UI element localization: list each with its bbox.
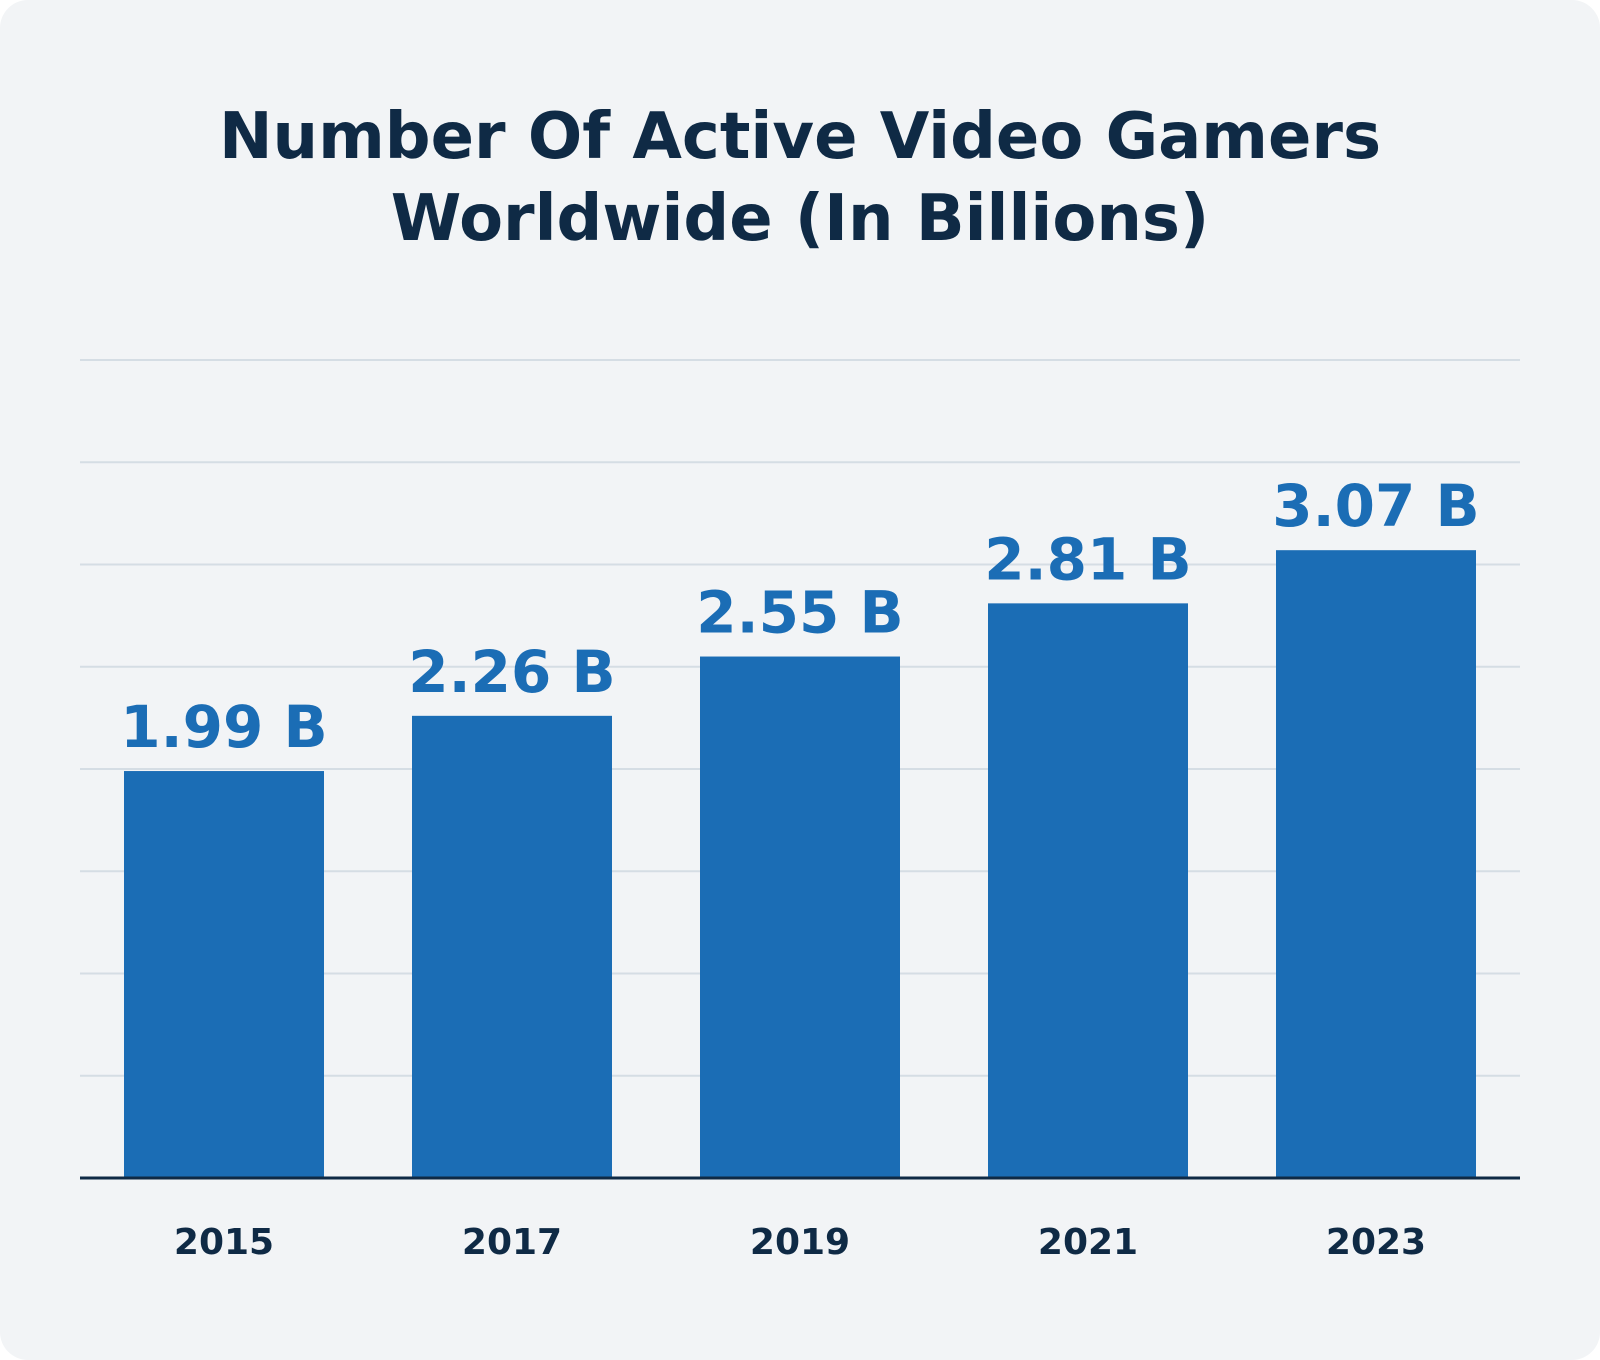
chart-title-line-1: Number Of Active Video Gamers	[218, 100, 1382, 174]
bar-2021	[988, 603, 1188, 1178]
bar-value-labels: 1.99 B 2.26 B 2.55 B 2.81 B 3.07 B	[120, 472, 1480, 761]
chart-title: Number Of Active Video Gamers Worldwide …	[0, 96, 1600, 260]
x-tick-labels: 2015 2017 2019 2021 2023	[174, 1222, 1426, 1263]
x-tick-label-2015: 2015	[174, 1222, 274, 1263]
bar-value-label-2023: 3.07 B	[1272, 472, 1480, 540]
x-tick-label-2021: 2021	[1038, 1222, 1138, 1263]
bar-value-label-2015: 1.99 B	[120, 693, 328, 761]
bar-2023	[1276, 550, 1476, 1178]
bar-2017	[412, 715, 612, 1178]
x-tick-label-2019: 2019	[750, 1222, 850, 1263]
x-tick-label-2023: 2023	[1326, 1222, 1426, 1263]
bar-value-label-2019: 2.55 B	[696, 579, 904, 647]
chart-title-line-2: Worldwide (In Billions)	[390, 182, 1210, 256]
bar-value-label-2021: 2.81 B	[984, 525, 1192, 593]
bar-2019	[700, 656, 900, 1178]
bar-value-label-2017: 2.26 B	[408, 638, 616, 706]
bars	[124, 550, 1476, 1178]
x-tick-label-2017: 2017	[462, 1222, 562, 1263]
bar-2015	[124, 771, 324, 1178]
